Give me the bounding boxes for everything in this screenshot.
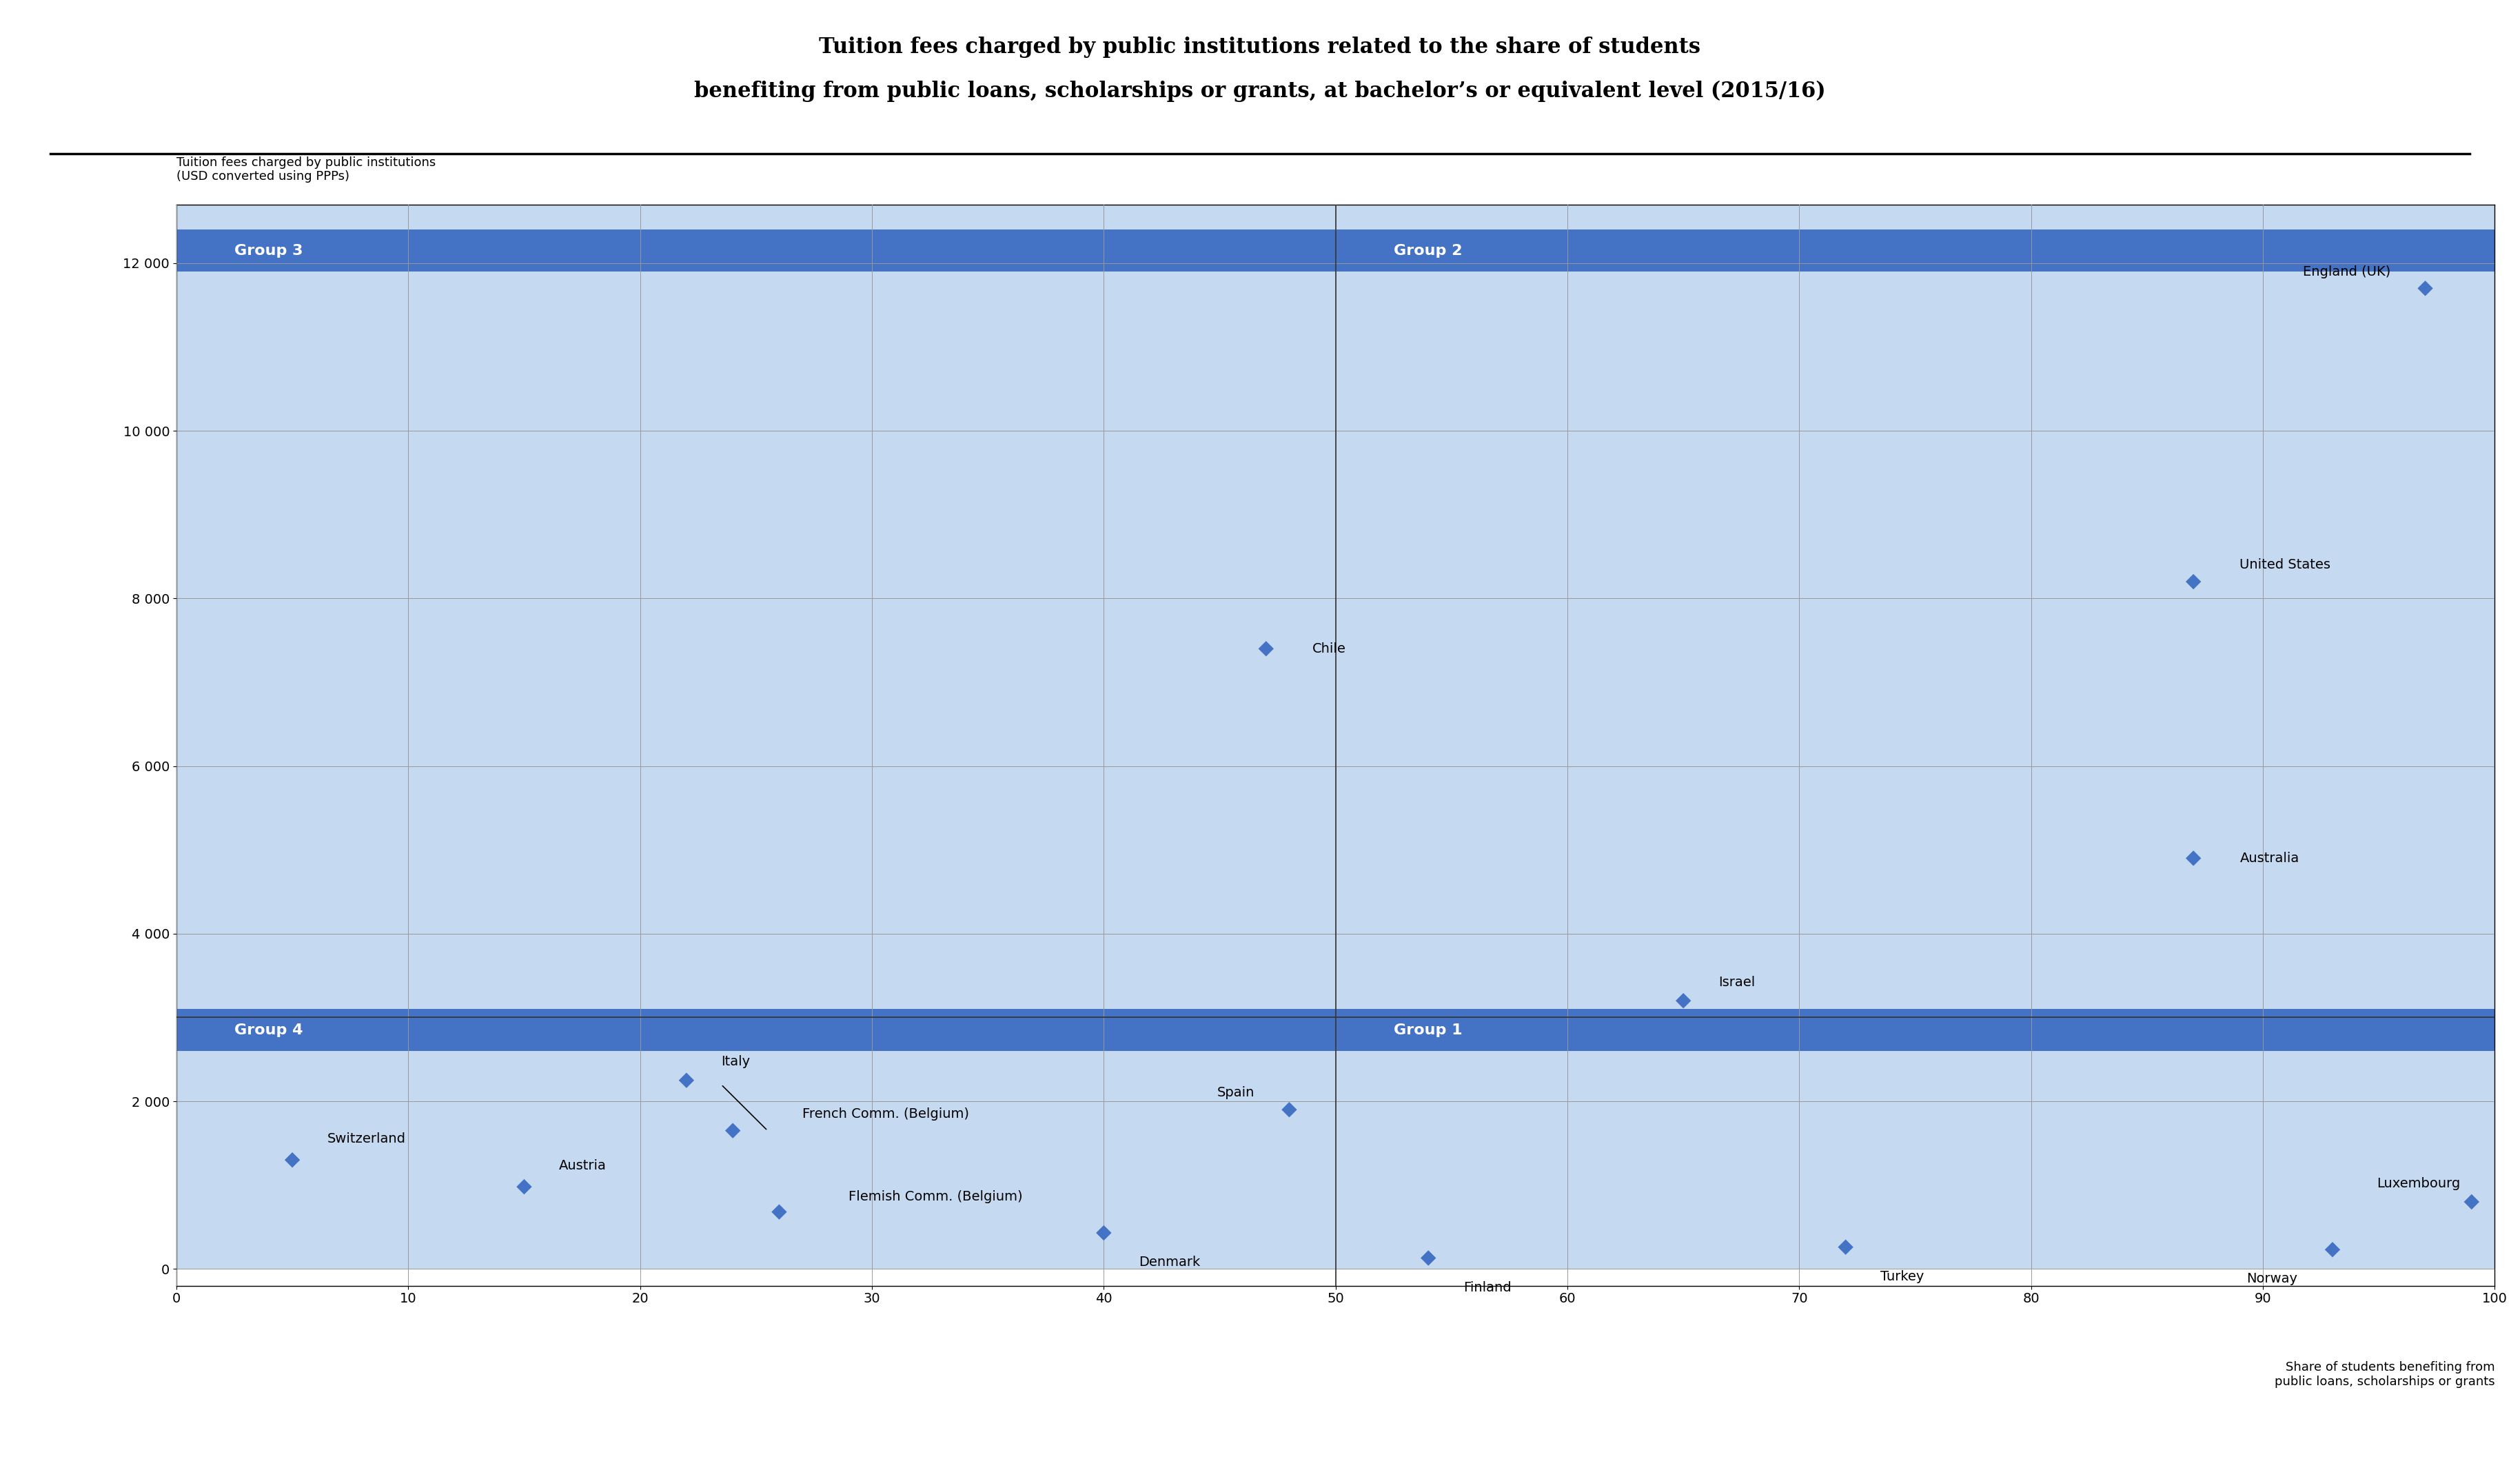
Text: Chile: Chile [1313, 643, 1346, 656]
Bar [1336, 1017, 2495, 1270]
Text: Australia: Australia [2240, 852, 2298, 865]
Point [1824, 1236, 1865, 1259]
Text: Israel: Israel [1719, 976, 1754, 989]
Point [665, 1068, 706, 1091]
Bar [176, 1010, 1336, 1050]
Text: Austria: Austria [559, 1159, 607, 1172]
Text: benefiting from public loans, scholarships or grants, at bachelor’s or equivalen: benefiting from public loans, scholarshi… [693, 80, 1827, 102]
Point [504, 1175, 544, 1198]
Text: Flemish Comm. (Belgium): Flemish Comm. (Belgium) [849, 1191, 1023, 1204]
Point [759, 1201, 799, 1224]
Bar [176, 1017, 1336, 1270]
Point [2172, 570, 2213, 593]
Point [1270, 1099, 1310, 1122]
Point [272, 1148, 312, 1172]
Text: French Comm. (Belgium): French Comm. (Belgium) [801, 1107, 970, 1121]
Point [2172, 846, 2213, 869]
Text: Luxembourg: Luxembourg [2376, 1178, 2460, 1189]
Point [1084, 1221, 1124, 1245]
Text: Denmark: Denmark [1139, 1255, 1200, 1268]
Point [713, 1119, 753, 1143]
Bar [1336, 229, 2495, 272]
Text: Group 1: Group 1 [1394, 1023, 1462, 1037]
Text: Group 3: Group 3 [234, 244, 302, 257]
Point [1245, 637, 1285, 660]
Bar [1336, 205, 2495, 1017]
Text: Group 2: Group 2 [1394, 244, 1462, 257]
Text: Group 4: Group 4 [234, 1023, 302, 1037]
Text: Norway: Norway [2248, 1273, 2298, 1286]
Text: England (UK): England (UK) [2303, 264, 2391, 278]
Text: Spain: Spain [1217, 1087, 1255, 1100]
Point [2313, 1237, 2354, 1261]
Text: Finland: Finland [1464, 1281, 1512, 1294]
Text: Tuition fees charged by public institutions
(USD converted using PPPs): Tuition fees charged by public instituti… [176, 156, 436, 183]
Point [2452, 1191, 2492, 1214]
Point [1663, 989, 1704, 1012]
Text: Italy: Italy [721, 1055, 751, 1068]
Text: Turkey: Turkey [1880, 1270, 1925, 1283]
Bar [1336, 1010, 2495, 1050]
Bar [176, 229, 1336, 272]
Point [2404, 276, 2444, 300]
Text: Share of students benefiting from
public loans, scholarships or grants: Share of students benefiting from public… [2276, 1362, 2495, 1388]
Text: United States: United States [2240, 558, 2331, 571]
Bar [176, 205, 1336, 1017]
Text: Switzerland: Switzerland [328, 1132, 406, 1145]
Point [1409, 1246, 1449, 1270]
Text: Tuition fees charged by public institutions related to the share of students: Tuition fees charged by public instituti… [819, 37, 1701, 58]
